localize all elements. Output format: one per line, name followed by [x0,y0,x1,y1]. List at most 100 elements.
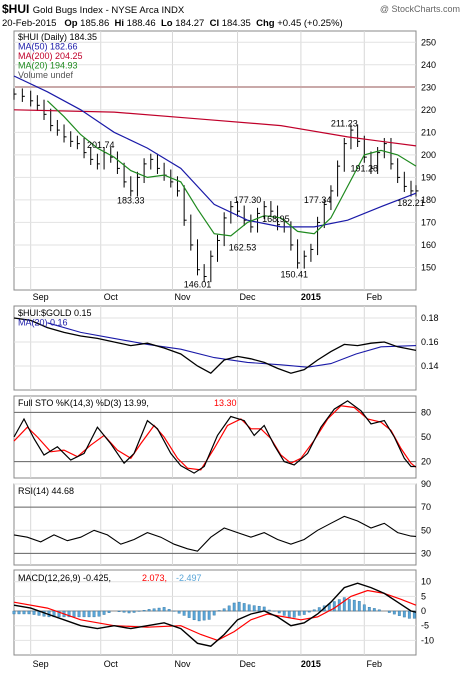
macd-hist-bar [182,610,186,616]
chg-value: +0.45 (+0.25%) [277,18,343,29]
macd-hist-bar [97,610,101,617]
macd-hist-bar [277,610,281,614]
macd-hist-bar [152,608,156,612]
y-tick-label-2-80: 80 [421,407,431,417]
macd-hist-bar [252,605,256,612]
price-annotation: 182.21 [397,198,425,208]
ma20-line [46,100,417,237]
price-annotation: 168.95 [262,214,290,224]
price-legend-entry-0: $HUI (Daily) 184.35 [18,32,97,42]
y-tick-label-4--5: -5 [421,621,429,631]
price-annotation: 211.23 [331,119,358,129]
macd-hist-bar [157,607,161,612]
macd-hist-bar [282,610,286,616]
watermark: @ StockCharts.com [379,4,460,14]
y-tick-label-1-0.14: 0.14 [421,361,439,371]
macd-hist-bar [312,609,316,612]
macd-hist-bar [287,610,291,619]
macd-hist-bar [147,609,151,612]
hi-label: Hi [114,18,125,29]
macd-hist-bar [167,609,171,612]
macd-legend-entry-1: 2.073, [142,573,167,583]
month-label-1: Oct [104,292,119,302]
macd-hist-bar [362,604,366,612]
macd-hist-bar [87,610,91,618]
y-tick-label-4-10: 10 [421,577,431,587]
macd-hist-bar [387,610,391,613]
macd-hist-bar [92,610,96,618]
macd-hist-bar [242,603,246,612]
panel-frame-1 [13,305,417,391]
macd-hist-bar [357,601,361,612]
macd-hist-bar [132,610,136,613]
macd-hist-bar [377,609,381,612]
panel-frame-3 [13,483,417,566]
ratio-legend-entry-0: $HUI:$GOLD 0.15 [18,308,92,318]
macd-hist-bar [192,610,196,621]
y-tick-label-3-90: 90 [421,479,431,489]
macd-hist-bar [237,601,241,612]
y-tick-label-3-70: 70 [421,502,431,512]
macd-hist-bar [142,610,146,612]
month-label-0: Sep [33,292,49,302]
ratio-legend-entry-1: MA(20) 0.16 [18,318,68,328]
macd-hist-bar [292,610,296,618]
cl-value: 184.35 [221,18,251,29]
price-legend-entry-3: MA(20) 194.93 [18,61,78,71]
macd-hist-bar [212,610,216,616]
header-symbol: $HUI [2,2,30,16]
macd-hist-bar [57,610,61,618]
price-legend-entry-4: Volume undef [18,70,74,80]
y-tick-label-1-0.16: 0.16 [421,337,439,347]
macd-hist-bar [107,610,111,613]
y-tick-label-4-0: 0 [421,606,426,616]
lo-label: Lo [161,18,173,29]
macd-hist-bar [227,605,231,612]
sto-legend-entry-1: 13.30 [214,398,237,408]
price-annotation: 162.53 [229,242,257,252]
price-annotation: 201.74 [87,140,115,150]
y-tick-label-0-150: 150 [421,262,436,272]
op-value: 185.86 [80,18,110,29]
y-tick-label-0-160: 160 [421,240,436,250]
macd-hist-bar [122,610,126,613]
macd-hist-bar [162,607,166,612]
macd-hist-bar [77,610,81,618]
macd-hist-bar [67,610,71,618]
macd-hist-bar [317,607,321,612]
y-tick-label-0-220: 220 [421,105,436,115]
macd-hist-bar [402,610,406,618]
hi-value: 188.46 [126,18,156,29]
macd-hist-bar [367,607,371,612]
panel-frame-0 [13,30,417,291]
price-annotation: 150.41 [280,270,308,280]
macd-hist-bar [207,610,211,620]
macd-hist-bar [232,602,236,612]
macd-hist-bar [222,608,226,612]
bottom-month-label-2: Nov [174,659,191,669]
header-name: Gold Bugs Index - NYSE Arca INDX [32,5,185,16]
macd-hist-bar [397,610,401,616]
y-tick-label-0-230: 230 [421,82,436,92]
sto-k-line [13,400,416,474]
y-tick-label-0-200: 200 [421,150,436,160]
y-tick-label-0-240: 240 [421,60,436,70]
macd-hist-bar [407,610,411,619]
macd-hist-bar [17,610,21,615]
header-date: 20-Feb-2015 [2,18,57,29]
price-legend-entry-2: MA(200) 204.25 [18,51,83,61]
price-legend-entry-1: MA(50) 182.66 [18,42,78,52]
macd-hist-bar [187,610,191,618]
price-annotation: 177.30 [234,195,262,205]
rsi-legend-entry-0: RSI(14) 44.68 [18,486,74,496]
macd-signal-line [13,589,417,641]
macd-hist-bar [352,599,356,612]
y-tick-label-3-30: 30 [421,548,431,558]
macd-hist-bar [412,610,416,619]
month-label-3: Dec [240,292,257,302]
sto-legend-entry-0: Full STO %K(14,3) %D(3) 13.99, [18,398,149,408]
price-annotation: 191.28 [351,164,379,174]
rsi-line [13,515,417,552]
macd-hist-bar [392,610,396,615]
